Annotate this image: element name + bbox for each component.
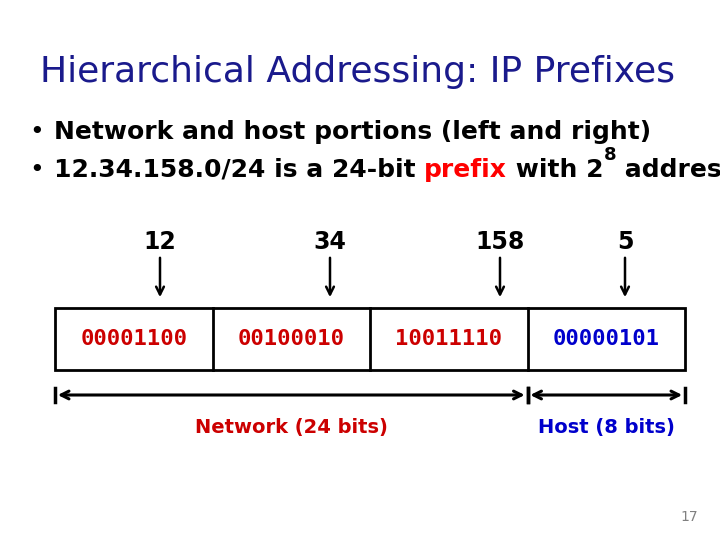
Text: with 2: with 2	[508, 158, 604, 182]
Text: 8: 8	[604, 146, 616, 164]
Text: Host (8 bits): Host (8 bits)	[538, 418, 675, 437]
Text: 00000101: 00000101	[553, 329, 660, 349]
Text: addresses: addresses	[616, 158, 720, 182]
Text: 34: 34	[314, 230, 346, 254]
Text: Hierarchical Addressing: IP Prefixes: Hierarchical Addressing: IP Prefixes	[40, 55, 675, 89]
Text: •: •	[29, 158, 43, 182]
Text: 00100010: 00100010	[238, 329, 345, 349]
Text: 17: 17	[681, 510, 698, 524]
Text: 10011110: 10011110	[395, 329, 503, 349]
Text: Network (24 bits): Network (24 bits)	[195, 418, 387, 437]
Text: 00001100: 00001100	[80, 329, 187, 349]
Text: 12.34.158.0/24 is a 24-bit: 12.34.158.0/24 is a 24-bit	[54, 158, 424, 182]
Text: 158: 158	[475, 230, 525, 254]
Text: prefix: prefix	[424, 158, 508, 182]
Text: 5: 5	[617, 230, 634, 254]
Text: •: •	[29, 120, 43, 144]
Text: Network and host portions (left and right): Network and host portions (left and righ…	[54, 120, 651, 144]
Text: 12: 12	[143, 230, 176, 254]
